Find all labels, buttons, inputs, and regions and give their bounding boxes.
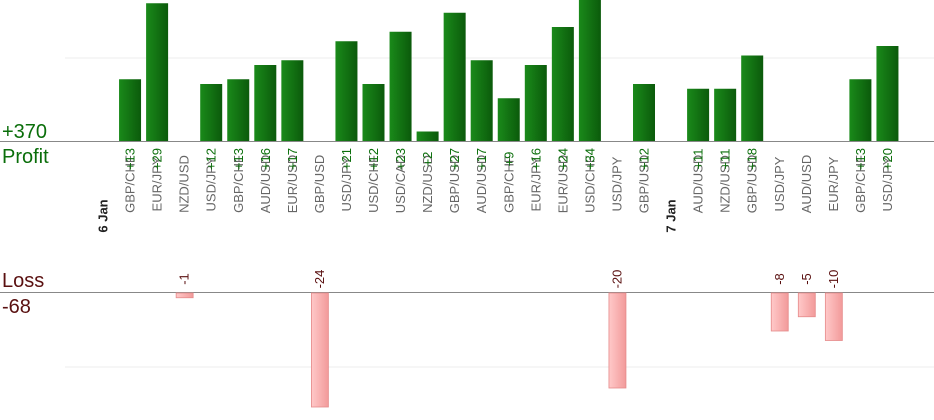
loss-bar bbox=[824, 292, 843, 341]
pair-label: AUD/USD bbox=[474, 155, 489, 214]
pair-label: AUD/USD bbox=[258, 155, 273, 214]
pair-label: USD/CAD bbox=[393, 155, 408, 214]
profit-bar bbox=[524, 65, 547, 141]
profit-value-label: +16 bbox=[528, 148, 543, 170]
pair-label: EUR/JPY bbox=[528, 156, 543, 211]
pair-label: USD/JPY bbox=[204, 156, 219, 211]
loss-value-label: -10 bbox=[826, 270, 841, 289]
profit-value-label: +12 bbox=[204, 148, 219, 170]
loss-value-label: -24 bbox=[312, 270, 327, 289]
pair-label: NZD/USD bbox=[420, 155, 435, 213]
profit-bar bbox=[335, 41, 358, 141]
profit-value-label: +24 bbox=[555, 148, 570, 170]
profit-bar bbox=[146, 3, 169, 141]
pair-label: NZD/USD bbox=[718, 155, 733, 213]
loss-bar bbox=[175, 292, 194, 299]
profit-bar bbox=[254, 65, 277, 141]
profit-bar bbox=[416, 131, 439, 141]
profit-value-label: +17 bbox=[474, 148, 489, 170]
profit-bar bbox=[200, 84, 223, 141]
profit-value-label: +34 bbox=[582, 148, 597, 170]
profit-value-label: +13 bbox=[123, 148, 138, 170]
profit-value-label: +11 bbox=[691, 148, 706, 169]
pair-label: AUD/USD bbox=[799, 155, 814, 214]
profit-value-label: +23 bbox=[393, 148, 408, 170]
loss-bar bbox=[797, 292, 816, 318]
pair-label: USD/CHF bbox=[582, 155, 597, 213]
pair-label: USD/JPY bbox=[880, 156, 895, 211]
pair-label: GBP/USD bbox=[745, 155, 760, 214]
profit-bar bbox=[281, 60, 304, 141]
pair-label: USD/CHF bbox=[366, 155, 381, 213]
pair-label: GBP/CHF bbox=[853, 155, 868, 213]
pair-label: EUR/JPY bbox=[150, 156, 165, 211]
profit-bar bbox=[741, 55, 764, 141]
loss-bar bbox=[310, 292, 329, 408]
profit-value-label: +16 bbox=[258, 148, 273, 170]
profit-bar bbox=[470, 60, 493, 141]
profit-bar bbox=[443, 12, 466, 141]
date-label: 6 Jan bbox=[96, 199, 111, 232]
pair-label: NZD/USD bbox=[177, 155, 192, 213]
profit-bar bbox=[227, 79, 250, 141]
pair-label: USD/JPY bbox=[609, 156, 624, 211]
profit-bar bbox=[849, 79, 872, 141]
profit-value-label: +13 bbox=[231, 148, 246, 170]
profit-value-label: +29 bbox=[150, 148, 165, 170]
profit-value-label: +21 bbox=[339, 148, 354, 170]
loss-value-label: -5 bbox=[799, 273, 814, 285]
pair-label: GBP/USD bbox=[637, 155, 652, 214]
loss-bar bbox=[608, 292, 627, 389]
loss-bar bbox=[770, 292, 789, 332]
pair-label: AUD/USD bbox=[691, 155, 706, 214]
profit-value-label: +11 bbox=[718, 148, 733, 169]
profit-label: Profit bbox=[2, 146, 49, 168]
pair-label: USD/JPY bbox=[339, 156, 354, 211]
profit-value-label: +2 bbox=[420, 152, 435, 167]
profit-total: +370 bbox=[2, 121, 48, 143]
profit-bar bbox=[876, 46, 899, 141]
profit-value-label: +17 bbox=[285, 148, 300, 170]
profit-bar bbox=[551, 27, 574, 141]
pair-label: GBP/CHF bbox=[123, 155, 138, 213]
profit-bar bbox=[578, 0, 601, 141]
pair-label: GBP/USD bbox=[312, 155, 327, 214]
loss-value-label: -1 bbox=[177, 273, 192, 285]
profit-value-label: +20 bbox=[880, 148, 895, 170]
loss-label: Loss bbox=[2, 270, 45, 292]
profit-value-label: +9 bbox=[501, 152, 516, 167]
profit-value-label: +12 bbox=[637, 148, 652, 170]
profit-bar bbox=[497, 98, 520, 141]
profit-bar bbox=[714, 88, 737, 141]
profit-bar bbox=[633, 84, 655, 141]
profit-bar bbox=[389, 31, 412, 141]
profit-value-label: +18 bbox=[745, 148, 760, 170]
pair-label: EUR/USD bbox=[555, 155, 570, 214]
loss-value-label: -8 bbox=[772, 273, 787, 285]
profit-value-label: +13 bbox=[853, 148, 868, 170]
pair-label: GBP/CHF bbox=[231, 155, 246, 213]
profit-bar bbox=[362, 84, 385, 141]
date-label: 7 Jan bbox=[664, 199, 679, 232]
pair-label: GBP/CHF bbox=[501, 155, 516, 213]
loss-value-label: -20 bbox=[609, 270, 624, 289]
profit-value-label: +27 bbox=[447, 148, 462, 170]
profit-value-label: +12 bbox=[366, 148, 381, 170]
profit-bar bbox=[119, 79, 142, 141]
pair-label: EUR/USD bbox=[285, 155, 300, 214]
profit-bar bbox=[687, 88, 710, 141]
pair-label: GBP/USD bbox=[447, 155, 462, 214]
loss-total: -68 bbox=[2, 296, 31, 318]
pair-label: USD/JPY bbox=[772, 156, 787, 211]
pair-label: EUR/JPY bbox=[826, 156, 841, 211]
